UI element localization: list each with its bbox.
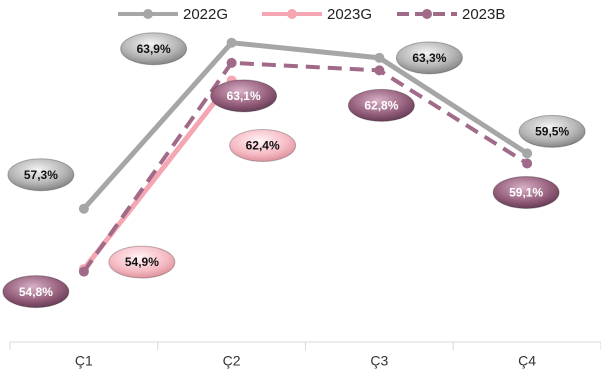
data-label: 63,9% <box>137 42 171 56</box>
data-label-bubble <box>492 175 560 209</box>
data-label: 63,3% <box>412 51 446 65</box>
point <box>522 158 533 169</box>
series-line <box>82 60 529 273</box>
data-label: 59,1% <box>509 186 543 200</box>
legend-marker <box>287 9 297 19</box>
point <box>226 37 237 48</box>
data-label: 57,3% <box>24 168 58 182</box>
point <box>374 65 385 76</box>
legend-label: 2022G <box>183 6 228 23</box>
point <box>226 57 237 68</box>
point <box>78 203 89 214</box>
data-label: 62,8% <box>364 99 398 113</box>
data-label-bubble <box>7 158 75 192</box>
data-label: 54,9% <box>125 255 159 269</box>
legend-label: 2023B <box>462 6 505 23</box>
x-tick-label: Ç3 <box>370 353 388 369</box>
data-label-bubble <box>518 114 586 148</box>
point <box>374 52 385 63</box>
x-tick-label: Ç4 <box>518 353 536 369</box>
data-label: 62,4% <box>246 139 280 153</box>
data-label: 59,5% <box>535 125 569 139</box>
legend-label: 2023G <box>327 6 372 23</box>
data-label-bubble <box>2 275 70 309</box>
data-label-bubble <box>229 128 297 162</box>
data-label-bubble <box>347 88 415 122</box>
data-label-bubble <box>120 32 188 66</box>
x-tick-label: Ç2 <box>223 353 241 369</box>
data-label-bubble <box>108 245 176 279</box>
point <box>78 266 89 277</box>
series-line <box>82 40 529 211</box>
legend-marker <box>422 9 432 19</box>
legend-marker <box>143 9 153 19</box>
point <box>522 148 533 159</box>
x-tick-label: Ç1 <box>75 353 93 369</box>
data-label-bubble <box>395 41 463 75</box>
data-label-bubble <box>210 79 278 113</box>
data-label: 63,1% <box>227 89 261 103</box>
data-label: 54,8% <box>19 285 53 299</box>
series-line <box>81 78 234 271</box>
